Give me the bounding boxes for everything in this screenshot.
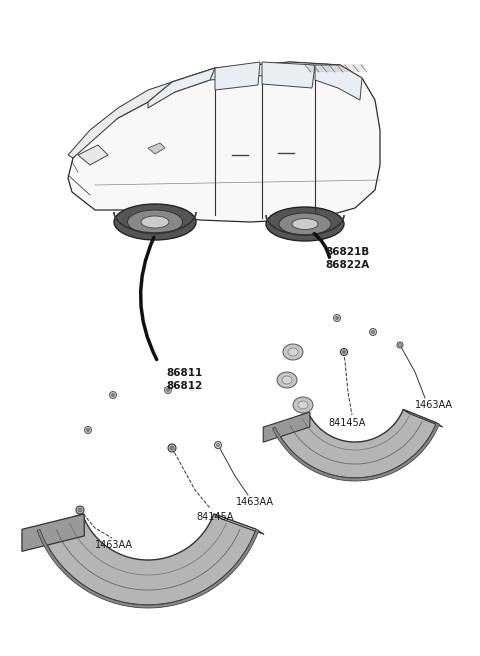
Ellipse shape — [167, 388, 169, 392]
Ellipse shape — [398, 344, 401, 346]
Ellipse shape — [109, 392, 117, 398]
Ellipse shape — [277, 372, 297, 388]
Polygon shape — [40, 514, 256, 605]
Text: 1463AA: 1463AA — [236, 497, 274, 507]
Ellipse shape — [282, 376, 292, 384]
Ellipse shape — [216, 443, 219, 447]
Ellipse shape — [298, 401, 308, 409]
Ellipse shape — [168, 444, 176, 452]
Text: 86812: 86812 — [166, 381, 202, 391]
Ellipse shape — [78, 508, 82, 512]
Ellipse shape — [372, 331, 374, 333]
Ellipse shape — [370, 329, 376, 335]
Polygon shape — [68, 62, 380, 222]
Ellipse shape — [111, 394, 115, 396]
Polygon shape — [148, 143, 165, 154]
Polygon shape — [315, 65, 362, 100]
Ellipse shape — [114, 204, 196, 240]
Text: 1463AA: 1463AA — [415, 400, 453, 410]
Ellipse shape — [397, 342, 403, 348]
Ellipse shape — [336, 316, 338, 319]
Polygon shape — [262, 62, 315, 88]
Polygon shape — [172, 62, 340, 92]
Polygon shape — [214, 514, 264, 535]
Polygon shape — [403, 409, 443, 427]
Polygon shape — [273, 423, 439, 481]
Ellipse shape — [266, 207, 344, 241]
Ellipse shape — [84, 426, 92, 434]
Ellipse shape — [165, 386, 171, 394]
Ellipse shape — [215, 441, 221, 449]
Polygon shape — [148, 68, 215, 108]
Text: 84145A: 84145A — [328, 418, 365, 428]
Ellipse shape — [170, 446, 174, 450]
Ellipse shape — [343, 350, 346, 354]
Ellipse shape — [288, 348, 298, 356]
Ellipse shape — [334, 314, 340, 321]
Polygon shape — [78, 145, 108, 165]
Ellipse shape — [279, 213, 331, 235]
Text: 84145A: 84145A — [196, 512, 233, 522]
Polygon shape — [22, 514, 84, 551]
Ellipse shape — [76, 506, 84, 514]
Ellipse shape — [292, 218, 318, 230]
Text: 86822A: 86822A — [325, 260, 369, 270]
Text: 86821B: 86821B — [325, 247, 369, 257]
Text: 86811: 86811 — [166, 368, 202, 378]
Ellipse shape — [283, 344, 303, 360]
Polygon shape — [68, 82, 172, 158]
Text: 1463AA: 1463AA — [95, 540, 133, 550]
Polygon shape — [263, 412, 310, 442]
Ellipse shape — [340, 348, 348, 356]
Ellipse shape — [128, 210, 182, 234]
Ellipse shape — [86, 428, 89, 432]
Polygon shape — [215, 62, 260, 90]
Polygon shape — [275, 409, 437, 478]
Ellipse shape — [141, 216, 169, 228]
Polygon shape — [37, 529, 259, 608]
Ellipse shape — [293, 397, 313, 413]
